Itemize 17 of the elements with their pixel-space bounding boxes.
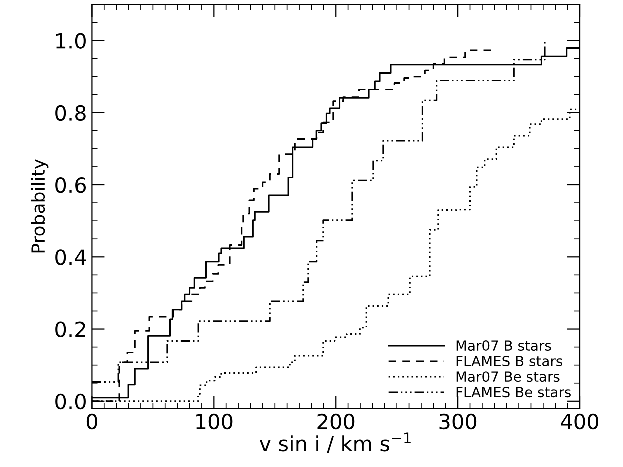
legend-label: FLAMES B stars <box>456 356 562 367</box>
x-tick-label: 400 <box>561 414 599 430</box>
y-axis-title: Probability <box>31 159 49 253</box>
y-tick-label: 0.2 <box>56 322 86 338</box>
y-tick-label: 0.0 <box>56 394 86 410</box>
x-tick-label: 100 <box>196 414 233 430</box>
y-tick-label: 0.8 <box>56 105 86 122</box>
x-tick-label: 300 <box>440 414 477 430</box>
y-tick-label: 0.4 <box>56 250 86 266</box>
legend-label: FLAMES Be stars <box>456 387 571 398</box>
y-tick-label: 0.6 <box>56 177 86 194</box>
y-tick-label: 1.0 <box>56 33 86 49</box>
legend-label: Mar07 Be stars <box>456 372 560 382</box>
x-tick-label: 200 <box>318 414 355 430</box>
legend-label: Mar07 B stars <box>456 340 552 352</box>
x-axis-title: v sin i / km s$^{−1}$ <box>260 432 411 454</box>
x-tick-label: 0 <box>86 414 98 430</box>
